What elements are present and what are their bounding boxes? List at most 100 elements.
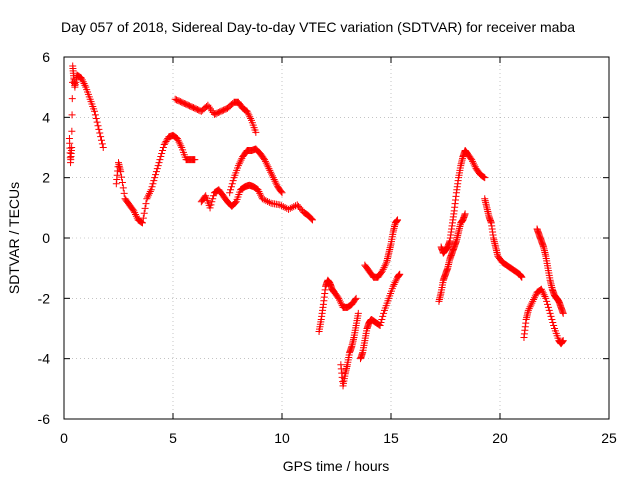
data-point-arc-m [546,309,554,317]
data-point-arc-e [265,165,273,173]
data-point-arc-d [308,215,316,223]
data-point-arc-i [377,268,385,276]
y-tick-labels: -6 -4 -2 0 2 4 6 [38,49,51,427]
data-point-arc-d [254,186,262,194]
data-point-arc-k [479,172,487,180]
axis-ticks [63,56,610,420]
data-point-arc-m [542,294,550,302]
data-point-arc-e [267,168,275,176]
data-point-arc-m [544,303,552,311]
data-point-arc-m [543,297,551,305]
data-point-arc-h [376,321,384,329]
data-point-arc-b [177,142,185,150]
data-point-arc-e [263,161,271,169]
data-point-arc-l [518,273,526,281]
data-point-arc-d [206,204,214,212]
x-tick-label: 20 [492,430,508,446]
data-point-arc-m [530,294,538,302]
data-point-arc-k [481,174,489,182]
data-point-arc-c [246,113,254,121]
data-point-arc-m [527,301,535,309]
data-point-arc-e [228,180,236,188]
data-point-arc-c [244,109,252,117]
data-point-arc-m [538,287,546,295]
y-tick-label: 2 [42,170,50,186]
data-point-arc-d [285,205,293,213]
data-point-arc-h [377,318,385,326]
x-tick-label: 25 [601,430,617,446]
data-point-arc-d [265,198,273,206]
x-tick-label: 0 [60,430,68,446]
data-point-arc-h [380,309,388,317]
data-point-arc-f [336,298,344,306]
data-point-arc-e [229,177,237,185]
data-point-arc-a [79,78,87,86]
data-point-arc-j [461,210,469,218]
data-point-arc-b [117,168,125,176]
data-point-arc-m [539,289,547,297]
data-point-arc-b [131,209,139,217]
data-point-arc-h [390,280,398,288]
data-point-arc-a [68,95,76,103]
data-point-arc-i [394,216,402,224]
data-point-arc-b [148,183,156,191]
data-point-arc-d [279,203,287,211]
data-point-arc-m [528,299,536,307]
data-point-arc-d [201,193,209,201]
data-point-arc-e [226,189,234,197]
grid-lines [64,57,609,419]
data-point-arc-b [147,186,155,194]
y-tick-label: 4 [42,109,50,125]
data-point-arc-d [209,195,217,203]
data-point-arc-m [531,292,539,300]
data-point-arc-e [272,179,280,187]
data-point-arc-e [261,157,269,165]
data-point-arc-m [540,291,548,299]
data-point-arc-f [351,296,359,304]
data-point-arc-b [141,204,149,212]
data-point-arc-a [95,125,103,133]
x-tick-label: 5 [169,430,177,446]
data-point-arc-b [145,189,153,197]
data-point-arc-c [245,111,253,119]
data-point-arc-b [153,165,161,173]
data-point-arc-b [158,150,166,158]
data-point-arc-m [530,296,538,304]
data-point-arc-k [480,173,488,181]
data-point-arc-a [68,127,76,135]
data-point-arc-m [544,300,552,308]
data-point-arc-b [137,218,145,226]
data-point-arc-a [92,115,100,123]
data-point-arc-a [81,81,89,89]
data-point-arc-e [236,158,244,166]
data-point-arc-b [159,147,167,155]
data-point-arc-e [268,170,276,178]
y-tick-label: -4 [38,351,51,367]
data-point-arc-f [335,294,343,302]
data-point-arc-b [139,214,147,222]
data-point-arc-e [238,154,246,162]
data-point-arc-e [234,162,242,170]
data-point-arc-e [277,188,285,196]
data-point-arc-e [260,154,268,162]
data-point-arc-e [269,174,277,182]
data-point-arc-b [118,173,126,181]
data-point-arc-k [468,156,476,164]
data-point-arc-d [260,196,268,204]
data-point-arc-m [525,305,533,313]
data-point-arc-h [379,312,387,320]
data-point-arc-c [206,105,214,113]
data-point-arc-f [334,293,342,301]
data-point-arc-b [138,219,146,227]
data-point-arc-b [162,137,170,145]
data-point-arc-b [155,159,163,167]
data-point-arc-e [237,156,245,164]
data-point-arc-d [230,200,238,208]
data-point-arc-b [176,140,184,148]
data-point-arc-k [471,163,479,171]
data-point-arc-b [157,153,165,161]
x-axis-label: GPS time / hours [283,458,390,474]
data-point-arc-k [469,157,477,165]
x-tick-label: 15 [383,430,399,446]
data-point-arc-d [309,216,317,224]
